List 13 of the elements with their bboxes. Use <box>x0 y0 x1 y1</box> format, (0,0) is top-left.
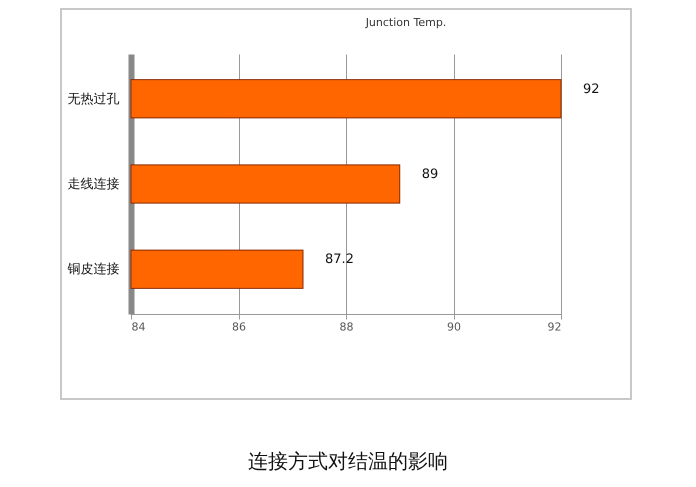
text: 连接方式对结温的影响 <box>247 448 449 475</box>
y-tick-label: 走线连接 <box>68 177 120 192</box>
data-label: 87.2 <box>325 252 354 268</box>
chart-title: Junction Temp. <box>364 16 446 29</box>
data-label: 89 <box>422 167 438 182</box>
x-tick-label: 90 <box>447 320 461 334</box>
x-tick-label: 84 <box>132 320 146 334</box>
y-tick-label: 无热过孔 <box>68 92 120 107</box>
data-label: 92 <box>583 82 600 97</box>
x-tick-label: 88 <box>340 320 354 334</box>
x-tick-label: 92 <box>548 320 562 334</box>
y-tick-label: 铜皮连接 <box>66 262 120 278</box>
x-tick-label: 86 <box>232 320 246 334</box>
